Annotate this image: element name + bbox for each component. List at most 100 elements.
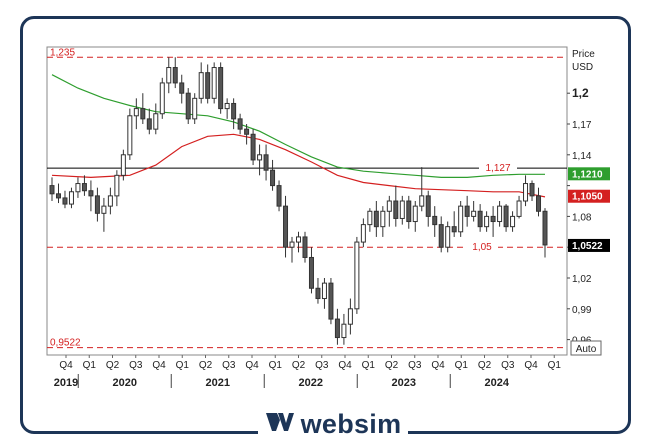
candle-body xyxy=(94,195,100,214)
x-quarter-label: Q4 xyxy=(152,360,166,371)
y-tick-label: 1,2 xyxy=(572,86,589,100)
x-quarter-label: Q2 xyxy=(199,360,213,371)
x-quarter-label: Q2 xyxy=(478,360,492,371)
candle-body xyxy=(62,197,68,205)
level-label: 0,9522 xyxy=(50,338,81,349)
candle-body xyxy=(490,215,496,223)
candle-body xyxy=(231,102,237,120)
candle-body xyxy=(432,215,438,226)
candle-body xyxy=(237,118,243,130)
candle-body xyxy=(218,67,224,110)
candle-body xyxy=(412,205,418,223)
candle-body xyxy=(107,195,113,207)
candle-body xyxy=(419,195,425,207)
candle-body xyxy=(471,210,477,217)
y-tick-label: 1,17 xyxy=(572,120,592,131)
candle-body xyxy=(529,183,535,197)
candle-body xyxy=(334,318,340,339)
candle-body xyxy=(542,210,548,246)
websim-w-logo-icon xyxy=(265,411,295,438)
x-quarter-label: Q1 xyxy=(269,360,283,371)
candle-body xyxy=(380,210,386,228)
scale-mode-label: Auto xyxy=(576,344,597,355)
x-year-label: 2021 xyxy=(206,377,230,389)
candle-body xyxy=(153,113,159,130)
candle-body xyxy=(159,82,165,115)
candles xyxy=(49,57,548,345)
candle-body xyxy=(308,256,314,289)
x-quarter-label: Q1 xyxy=(455,360,469,371)
candle-body xyxy=(205,72,211,99)
x-quarter-label: Q4 xyxy=(524,360,538,371)
candle-body xyxy=(185,92,191,120)
candle-body xyxy=(484,215,490,228)
candle-body xyxy=(270,169,276,187)
candle-body xyxy=(198,72,204,99)
candle-body xyxy=(341,323,347,339)
candle-body xyxy=(276,185,282,207)
candle-body xyxy=(114,174,120,197)
candle-body xyxy=(55,193,61,199)
y-tick-label: 1,02 xyxy=(572,274,592,285)
x-quarter-label: Q2 xyxy=(385,360,399,371)
moving-average-line xyxy=(51,74,545,178)
candle-body xyxy=(523,183,529,202)
candle-body xyxy=(373,210,379,228)
x-quarter-label: Q3 xyxy=(315,360,329,371)
x-quarter-label: Q3 xyxy=(501,360,515,371)
level-label: 1,05 xyxy=(472,242,492,253)
level-label-bg xyxy=(479,162,517,174)
candle-body xyxy=(257,154,263,161)
candle-body xyxy=(510,215,516,228)
candle-body xyxy=(315,287,321,300)
level-label: 1,235 xyxy=(50,47,75,58)
y-tick-label: 0,99 xyxy=(572,305,592,316)
x-quarter-label: Q1 xyxy=(83,360,97,371)
candle-body xyxy=(464,205,470,217)
price-badge-label: 1,1050 xyxy=(572,192,603,203)
candle-body xyxy=(458,205,464,233)
candle-body xyxy=(393,200,399,219)
x-quarter-label: Q3 xyxy=(222,360,236,371)
candle-body xyxy=(536,195,542,212)
x-quarter-label: Q1 xyxy=(176,360,190,371)
candle-body xyxy=(321,282,327,300)
x-year-label: 2019 xyxy=(54,377,78,389)
x-quarter-label: Q4 xyxy=(59,360,73,371)
candle-body xyxy=(192,97,198,120)
scale-mode-button[interactable] xyxy=(570,340,602,356)
candle-body xyxy=(516,200,522,217)
price-badge-label: 1,1210 xyxy=(572,169,603,180)
moving-averages xyxy=(51,74,546,198)
candle-body xyxy=(127,115,133,156)
x-axis: Q4 Q1 Q2 Q3 Q4 Q1 Q2 Q3 Q4 Q1 Q2 Q3 Q4 Q1 Q2 Q3 Q4 Q1 Q2 Q3… xyxy=(47,354,567,389)
candle-body xyxy=(101,205,107,214)
x-quarter-label: Q4 xyxy=(431,360,445,371)
x-quarter-label: Q1 xyxy=(362,360,376,371)
y-tick-label: 1,14 xyxy=(572,151,592,162)
candle-body xyxy=(179,82,185,94)
candle-body xyxy=(438,224,444,248)
price-badges: 1,1210 1,1050 1,0522 xyxy=(568,167,610,252)
candle-body xyxy=(244,128,250,135)
x-year-label: 2020 xyxy=(113,377,137,389)
x-quarter-label: Q1 xyxy=(548,360,562,371)
candle-body xyxy=(250,133,256,161)
candle-body xyxy=(425,195,431,217)
x-year-label: 2023 xyxy=(392,377,416,389)
x-quarter-label: Q3 xyxy=(129,360,143,371)
candle-body xyxy=(146,118,152,130)
price-badge xyxy=(568,189,610,203)
candle-body xyxy=(211,67,217,99)
x-quarter-label: Q2 xyxy=(106,360,120,371)
candle-body xyxy=(354,241,360,310)
x-quarter-label: Q4 xyxy=(245,360,259,371)
candle-body xyxy=(81,183,87,192)
moving-average-line xyxy=(51,133,546,198)
candle-body xyxy=(68,191,74,205)
candle-body xyxy=(224,102,230,110)
x-quarter-label: Q3 xyxy=(408,360,422,371)
price-badge xyxy=(568,238,610,252)
